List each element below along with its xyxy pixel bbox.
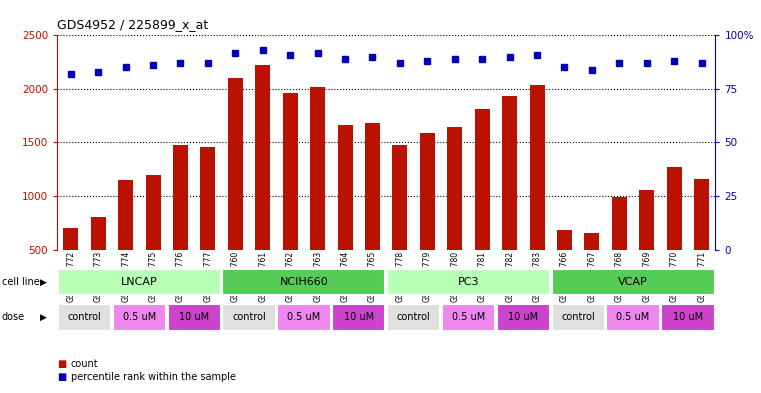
Bar (387, 269, 550, 295)
Text: NCIH660: NCIH660 (279, 277, 328, 287)
Bar (167, 304, 221, 331)
Bar (58, 304, 111, 331)
Text: VCAP: VCAP (618, 277, 648, 287)
Text: 0.5 uM: 0.5 uM (616, 312, 650, 322)
Bar (612, 197, 627, 250)
Bar (222, 269, 385, 295)
Bar (338, 125, 352, 250)
Bar (365, 123, 380, 250)
Text: cell line: cell line (2, 277, 40, 287)
Bar (91, 217, 106, 250)
Text: 10 uM: 10 uM (179, 312, 209, 322)
Text: 0.5 uM: 0.5 uM (123, 312, 156, 322)
Text: 0.5 uM: 0.5 uM (452, 312, 485, 322)
Text: PC3: PC3 (457, 277, 479, 287)
Text: LNCAP: LNCAP (121, 277, 158, 287)
Bar (530, 84, 545, 250)
Bar (639, 189, 654, 250)
Bar (282, 93, 298, 250)
Bar (58, 269, 221, 295)
Bar (332, 304, 385, 331)
Text: dose: dose (2, 312, 24, 322)
Bar (255, 65, 270, 250)
Bar (145, 174, 161, 250)
Bar (607, 304, 660, 331)
Bar (228, 78, 243, 250)
Bar (552, 304, 605, 331)
Text: 10 uM: 10 uM (673, 312, 703, 322)
Bar (277, 304, 330, 331)
Bar (584, 233, 600, 250)
Bar (393, 145, 407, 250)
Text: 10 uM: 10 uM (344, 312, 374, 322)
Text: ▶: ▶ (40, 313, 47, 322)
Bar (200, 147, 215, 250)
Bar (222, 304, 275, 331)
Text: ■: ■ (57, 372, 66, 382)
Bar (173, 145, 188, 250)
Bar (694, 179, 709, 250)
Text: count: count (71, 358, 98, 369)
Bar (502, 96, 517, 250)
Bar (310, 87, 325, 250)
Text: control: control (562, 312, 595, 322)
Bar (420, 133, 435, 250)
Bar (113, 304, 166, 331)
Text: ■: ■ (57, 358, 66, 369)
Text: control: control (232, 312, 266, 322)
Bar (118, 180, 133, 250)
Bar (552, 269, 715, 295)
Text: GDS4952 / 225899_x_at: GDS4952 / 225899_x_at (57, 18, 209, 31)
Bar (387, 304, 441, 331)
Text: control: control (396, 312, 431, 322)
Bar (442, 304, 495, 331)
Bar (475, 109, 490, 250)
Text: 10 uM: 10 uM (508, 312, 539, 322)
Text: percentile rank within the sample: percentile rank within the sample (71, 372, 236, 382)
Bar (557, 230, 572, 250)
Bar (497, 304, 550, 331)
Text: 0.5 uM: 0.5 uM (288, 312, 320, 322)
Text: ▶: ▶ (40, 277, 47, 286)
Bar (661, 304, 715, 331)
Bar (63, 228, 78, 250)
Bar (447, 127, 463, 250)
Text: control: control (68, 312, 101, 322)
Bar (667, 167, 682, 250)
